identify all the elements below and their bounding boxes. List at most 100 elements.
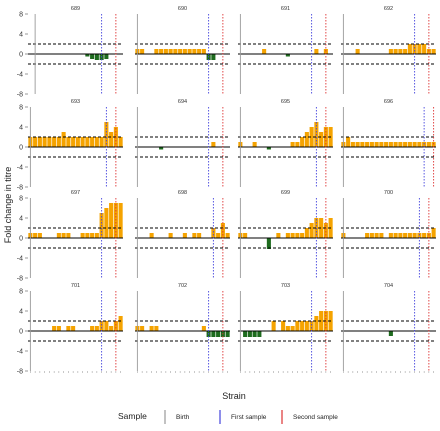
y-tick-label: 0 [19,236,23,243]
y-tick-label: -8 [17,185,23,192]
facet-label: 698 [178,190,187,196]
bar-positive [154,326,159,331]
bar-negative [266,238,271,249]
bar-positive [197,233,202,238]
bar-positive [290,233,295,238]
bar-positive [109,132,114,147]
bar-positive [80,233,85,238]
bar-positive [300,321,305,331]
bar-positive [61,233,66,238]
bar-positive [56,137,61,147]
bar-positive [290,326,295,331]
facet-label: 697 [71,190,80,196]
bar-positive [71,326,76,331]
bar-negative [388,331,393,336]
bar-positive [290,142,295,147]
bar-negative [104,54,109,59]
bar-positive [178,49,183,54]
bar-positive [412,142,417,147]
bar-negative [211,54,216,60]
bar-positive [304,321,309,331]
bar-positive [407,142,412,147]
bar-positive [374,233,379,238]
bar-positive [182,233,187,238]
y-tick-label: 4 [19,309,23,316]
bar-positive [99,321,104,331]
bar-positive [243,233,248,238]
bar-positive [90,233,95,238]
bar-negative [216,331,221,337]
bar-positive [393,49,398,54]
y-tick-label: 4 [19,125,23,132]
facet-panel: 690 [135,6,230,94]
bar-positive [113,321,118,331]
facet-label: 701 [71,283,80,289]
bar-negative [85,54,90,57]
facet-panel: 693 -8 -4 0 4 8 [17,99,123,192]
facet-panel: 696 [341,99,436,187]
y-tick-label: 0 [19,329,23,336]
bar-positive [262,49,267,54]
bar-positive [369,233,374,238]
bar-positive [417,142,422,147]
bar-positive [104,321,109,331]
facet-panel: 703 [238,283,333,373]
y-tick-label: -8 [17,369,23,376]
bar-positive [281,321,286,331]
bar-positive [355,49,360,54]
facet-panel: 700 [341,190,436,278]
bar-positive [300,233,305,238]
bar-positive [350,142,355,147]
facet-label: 699 [281,190,290,196]
legend-title: Sample [118,411,147,421]
bar-positive [393,142,398,147]
bar-positive [365,142,370,147]
bar-positive [388,49,393,54]
bar-positive [314,49,319,54]
y-tick-label: -4 [17,72,23,79]
y-tick-label: 8 [19,196,23,203]
bar-negative [243,331,248,337]
bar-positive [94,137,99,147]
bar-negative [257,331,262,337]
bar-positive [276,233,281,238]
bar-positive [90,137,95,147]
bar-positive [388,233,393,238]
facet-label: 690 [178,6,187,12]
bar-positive [140,49,145,54]
bar-positive [109,203,114,238]
bar-positive [154,49,159,54]
bar-positive [90,326,95,331]
facet-label: 704 [384,283,393,289]
facet-label: 703 [281,283,290,289]
bar-positive [285,326,290,331]
bar-positive [319,132,324,147]
facet-panel: 701 -8 -4 0 4 8 [17,283,123,376]
bar-positive [187,49,192,54]
bar-positive [33,233,38,238]
bar-positive [388,142,393,147]
facet-panel: 699 [238,190,333,278]
facet-panel: 698 [135,190,230,278]
y-tick-label: -4 [17,349,23,356]
bar-positive [295,321,300,331]
bar-positive [285,233,290,238]
bar-negative [252,331,257,337]
bar-positive [216,233,221,238]
bar-positive [192,49,197,54]
bar-negative [225,331,230,337]
bar-positive [407,44,412,54]
bar-positive [346,137,351,147]
bar-negative [94,54,99,60]
bar-negative [266,147,271,150]
bar-positive [211,142,216,147]
bar-positive [309,127,314,147]
bar-positive [47,137,52,147]
bar-positive [304,228,309,238]
bar-positive [211,228,216,238]
y-tick-label: 4 [19,216,23,223]
bar-positive [403,142,408,147]
bar-positive [109,326,114,331]
bar-positive [173,49,178,54]
